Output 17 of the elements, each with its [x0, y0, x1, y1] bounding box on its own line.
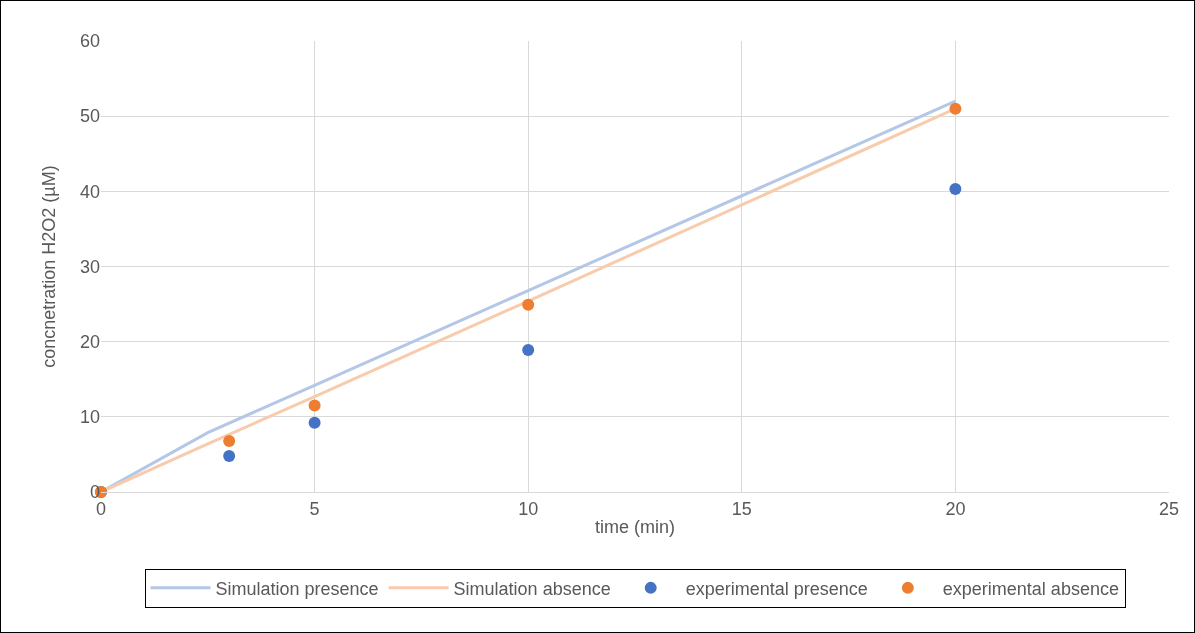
- y-tick-label: 50: [79, 106, 100, 127]
- y-tick-label: 30: [79, 256, 100, 277]
- legend-label: experimental presence: [685, 578, 868, 599]
- y-tick-label: 10: [79, 407, 100, 428]
- x-tick-label: 15: [731, 498, 752, 519]
- x-tick-label: 25: [1158, 498, 1180, 519]
- x-axis-title: time (min): [595, 516, 675, 537]
- legend-label: experimental absence: [942, 578, 1119, 599]
- y-tick-label: 20: [79, 331, 100, 352]
- x-tick-label: 5: [309, 498, 320, 519]
- y-tick-label: 40: [79, 181, 100, 202]
- y-tick-label: 60: [79, 31, 100, 52]
- legend-label: Simulation presence: [215, 578, 379, 599]
- x-tick-label: 10: [518, 498, 539, 519]
- y-axis-title: concnetration H2O2 (µM): [39, 165, 59, 368]
- legend-label: Simulation absence: [453, 578, 611, 599]
- x-tick-label: 20: [945, 498, 966, 519]
